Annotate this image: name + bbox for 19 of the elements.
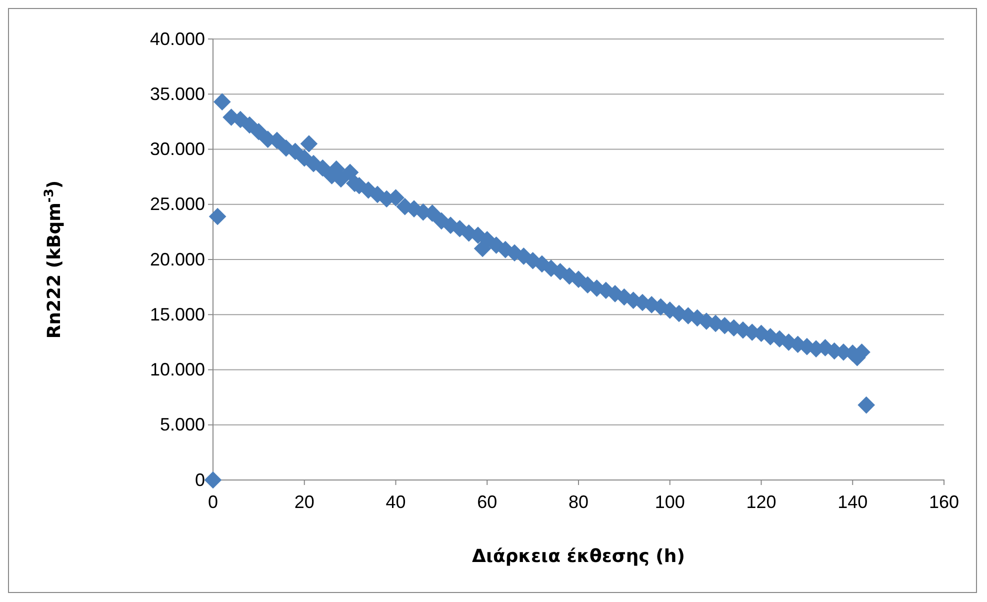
x-axis-title: Διάρκεια έκθεσης (h) bbox=[472, 546, 685, 567]
x-tick-label: 100 bbox=[654, 492, 685, 512]
y-tick-label: 25.000 bbox=[150, 194, 205, 214]
y-tick-label: 0 bbox=[194, 470, 205, 490]
x-tick-label: 160 bbox=[928, 492, 960, 512]
y-tick-label: 5.000 bbox=[160, 414, 205, 435]
y-tick-label: 40.000 bbox=[150, 28, 205, 49]
y-tick-label: 35.000 bbox=[150, 84, 205, 104]
x-tick-label: 140 bbox=[838, 492, 868, 512]
x-tick-label: 80 bbox=[568, 492, 589, 512]
x-tick-label: 120 bbox=[746, 492, 776, 512]
x-tick-label: 20 bbox=[294, 492, 314, 512]
y-tick-label: 30.000 bbox=[150, 139, 205, 160]
x-tick-label: 0 bbox=[208, 492, 218, 512]
y-tick-label: 10.000 bbox=[150, 360, 205, 380]
x-tick-label: 40 bbox=[386, 492, 406, 512]
y-tick-label: 20.000 bbox=[150, 249, 205, 270]
x-tick-label: 60 bbox=[477, 492, 498, 512]
y-tick-label: 15.000 bbox=[150, 304, 205, 324]
